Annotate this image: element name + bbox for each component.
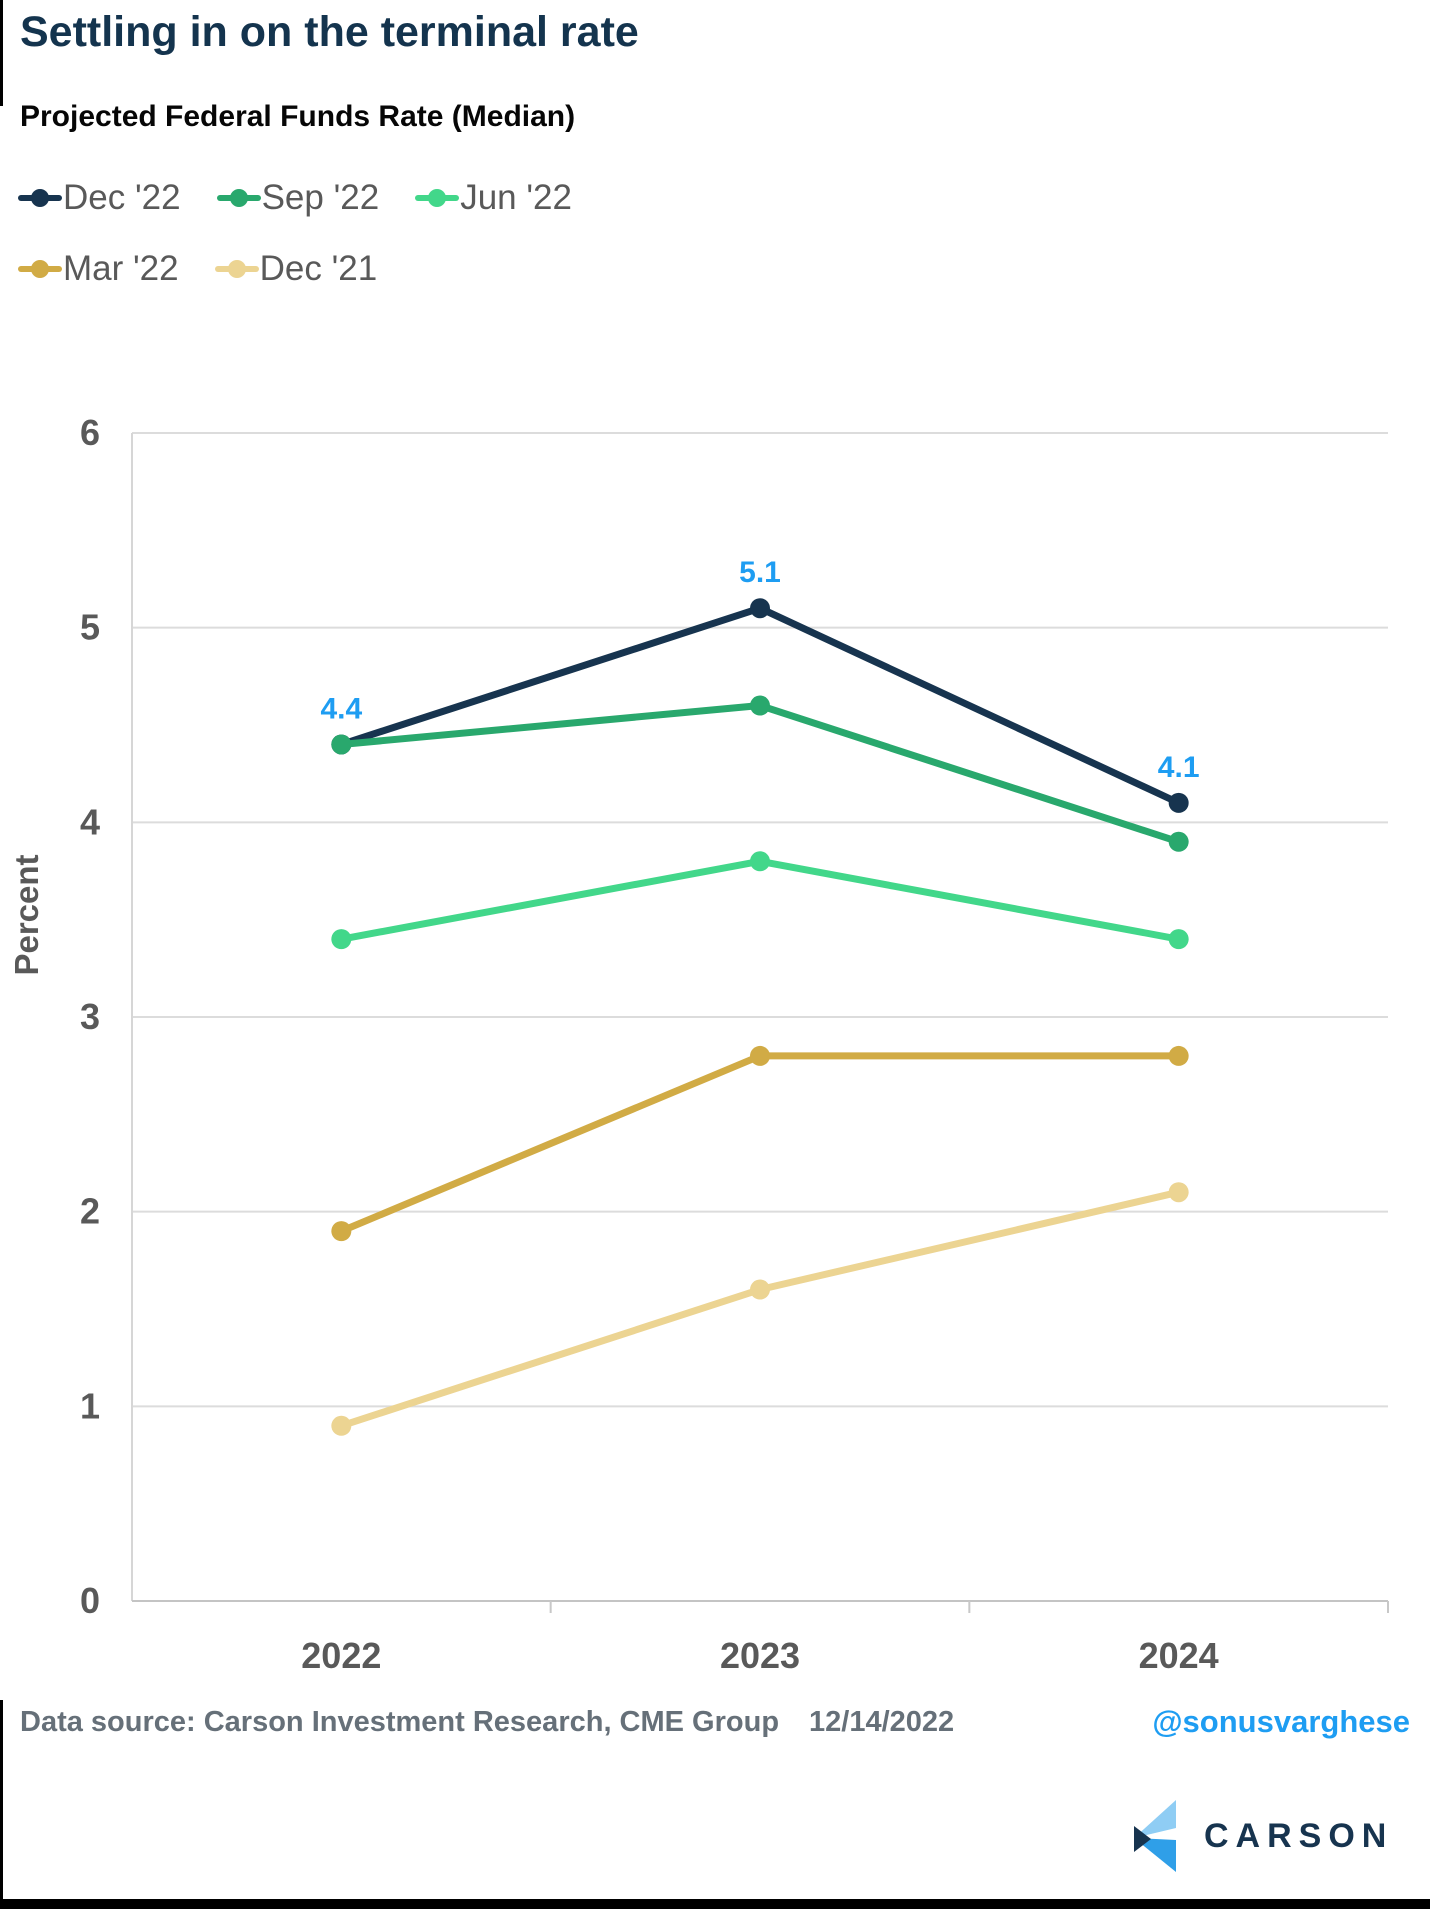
page-title: Settling in on the terminal rate xyxy=(20,8,639,56)
data-label: 4.1 xyxy=(1158,751,1200,784)
x-tick-label: 2023 xyxy=(720,1635,800,1676)
legend-label: Dec '21 xyxy=(259,249,378,288)
data-point xyxy=(750,695,770,716)
data-source-text: Data source: Carson Investment Research,… xyxy=(20,1705,780,1738)
legend-marker-icon xyxy=(214,259,259,279)
x-tick-label: 2024 xyxy=(1139,1635,1219,1676)
data-point xyxy=(331,929,352,950)
data-label: 4.4 xyxy=(320,692,362,725)
carson-mark-icon xyxy=(1134,1800,1176,1872)
legend-item-mar-22: Mar '22 xyxy=(18,251,179,286)
series-line xyxy=(337,1188,1183,1430)
legend-row: Dec '22 Sep '22 Jun '22 xyxy=(18,180,608,215)
legend-label: Dec '22 xyxy=(63,178,181,217)
data-point xyxy=(331,1221,352,1242)
left-border-line-bottom xyxy=(0,1700,3,1900)
legend-marker-icon xyxy=(18,188,62,208)
legend-label: Jun '22 xyxy=(460,178,572,217)
legend-marker-icon xyxy=(18,259,62,279)
legend-marker-icon xyxy=(216,188,261,208)
data-point xyxy=(1168,1182,1189,1203)
legend-item-jun-22: Jun '22 xyxy=(415,180,572,215)
data-point xyxy=(1168,792,1189,813)
legend-item-dec-22: Dec '22 xyxy=(18,180,181,215)
data-point xyxy=(1168,831,1189,852)
twitter-handle: @sonusvarghese xyxy=(1152,1704,1410,1739)
data-point xyxy=(750,1045,770,1066)
legend-label: Sep '22 xyxy=(261,178,380,217)
data-point xyxy=(331,1415,352,1436)
data-point xyxy=(331,734,352,755)
bottom-border-bar xyxy=(0,1899,1430,1909)
data-point xyxy=(750,851,770,872)
footer: Data source: Carson Investment Research,… xyxy=(20,1700,1410,1744)
y-tick-label: 2 xyxy=(80,1191,100,1232)
series-line xyxy=(337,857,1183,943)
data-point xyxy=(750,1279,770,1300)
chart-subtitle: Projected Federal Funds Rate (Median) xyxy=(20,100,576,133)
series-line xyxy=(337,1052,1183,1235)
data-point xyxy=(1168,1045,1189,1066)
legend-marker-icon xyxy=(415,188,460,208)
legend-label: Mar '22 xyxy=(63,249,179,288)
left-border-line xyxy=(0,0,3,106)
legend-row: Mar '22 Dec '21 xyxy=(18,251,608,286)
y-tick-label: 1 xyxy=(80,1385,100,1426)
data-point xyxy=(1168,929,1189,950)
data-label: 5.1 xyxy=(739,556,781,589)
y-axis-title: Percent xyxy=(8,854,45,975)
data-point xyxy=(750,598,770,619)
y-tick-label: 4 xyxy=(80,801,100,842)
y-tick-label: 0 xyxy=(80,1580,100,1621)
legend-item-dec-21: Dec '21 xyxy=(214,249,378,288)
x-tick-label: 2022 xyxy=(301,1635,381,1676)
y-tick-label: 3 xyxy=(80,996,100,1037)
footer-date: 12/14/2022 xyxy=(809,1705,955,1738)
carson-logo: CARSON xyxy=(1132,1800,1393,1872)
carson-brand-name: CARSON xyxy=(1204,1816,1394,1855)
legend-item-sep-22: Sep '22 xyxy=(216,178,380,217)
y-tick-label: 6 xyxy=(80,412,100,453)
chart-legend: Dec '22 Sep '22 Jun '22 Mar '22 Dec '21 xyxy=(18,180,608,322)
y-tick-label: 5 xyxy=(80,607,100,648)
